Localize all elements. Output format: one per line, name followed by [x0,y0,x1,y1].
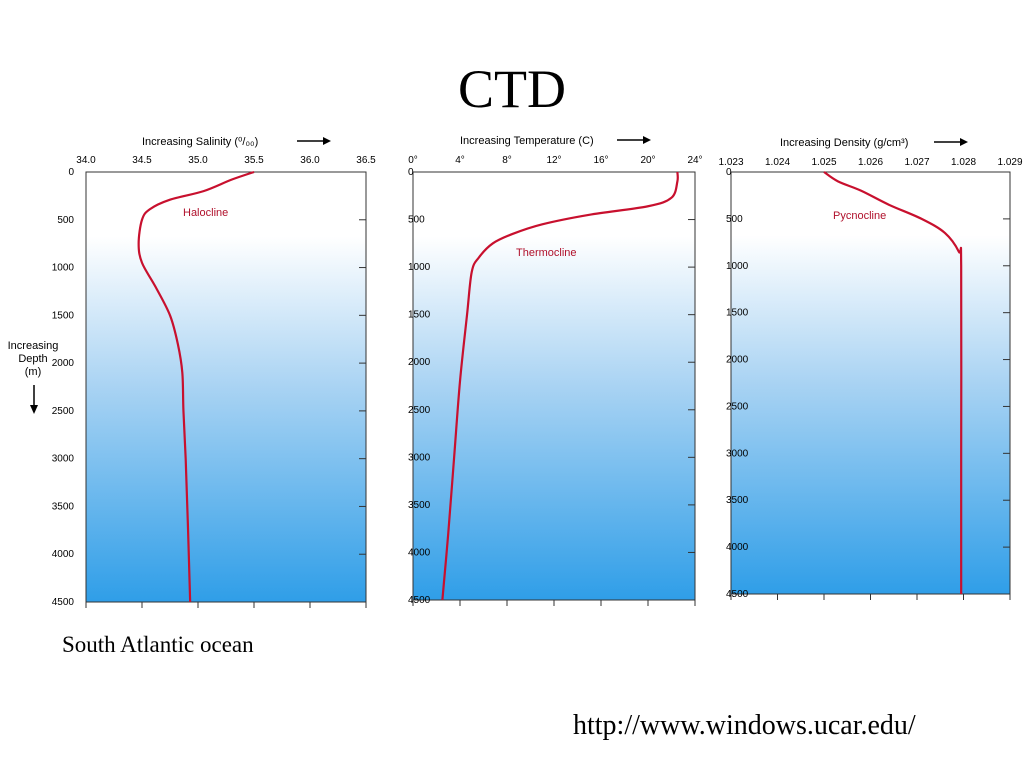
depth-arrow-icon [30,405,38,414]
x-tick-label: 1.027 [904,157,929,168]
x-tick-label: 1.029 [997,157,1022,168]
profile-curve-3 [823,171,963,594]
cline-label-1: Halocline [183,207,228,219]
y-tick-label: 4000 [408,547,431,558]
y-tick-label: 3500 [408,500,431,511]
x-tick-label: 1.025 [811,157,836,168]
y-tick-label: 0 [408,167,414,178]
source-url-link[interactable]: http://www.windows.ucar.edu/ [573,710,916,741]
y-tick-label: 4000 [52,549,75,560]
depth-label-line-3: (m) [25,366,42,378]
y-tick-label: 2500 [408,405,431,416]
y-tick-label: 1000 [52,263,75,274]
slide-title: CTD [458,59,566,119]
y-tick-label: 500 [57,215,74,226]
y-tick-label: 500 [408,215,425,226]
x-tick-label: 0° [408,155,418,166]
x-tick-label: 35.5 [244,155,264,166]
profile-curve-1 [137,170,255,603]
y-tick-label: 3000 [408,452,431,463]
depth-label-line-2: Depth [18,353,47,365]
y-tick-label: 2000 [726,355,749,366]
x-tick-label: 20° [640,155,655,166]
y-tick-label: 2500 [726,401,749,412]
x-tick-label: 12° [546,155,561,166]
x-axis-title-2: Increasing Temperature (C) [460,135,594,147]
arrow-right-icon [643,136,651,144]
y-tick-label: 1500 [408,310,431,321]
y-tick-label: 500 [726,214,743,225]
x-tick-label: 4° [455,155,465,166]
y-tick-label: 3000 [52,454,75,465]
y-tick-label: 0 [68,167,74,178]
x-tick-label: 1.026 [858,157,883,168]
arrow-right-icon [960,138,968,146]
y-tick-label: 0 [726,167,732,178]
y-tick-label: 3000 [726,448,749,459]
x-tick-label: 35.0 [188,155,208,166]
plot-area-2 [412,171,696,601]
x-tick-label: 8° [502,155,512,166]
x-tick-label: 16° [593,155,608,166]
plot-area-3 [730,171,1011,595]
cline-label-2: Thermocline [516,247,577,259]
x-tick-label: 24° [687,155,702,166]
x-tick-label: 36.0 [300,155,320,166]
y-tick-label: 4500 [726,589,749,600]
x-tick-label: 1.028 [951,157,976,168]
x-tick-label: 36.5 [356,155,376,166]
profile-chart-1: Increasing Salinity (⁰/₀₀) 34.0 34.5 35.0 35… [52,136,376,608]
arrow-right-icon [323,137,331,145]
y-tick-label: 3500 [726,495,749,506]
y-tick-label: 2000 [52,358,75,369]
y-tick-label: 1500 [726,308,749,319]
x-tick-label: 1.024 [765,157,790,168]
x-tick-label: 1.023 [718,157,743,168]
y-tick-label: 2000 [408,357,431,368]
profile-curve-2 [441,171,679,601]
y-tick-label: 4500 [52,597,75,608]
depth-axis-label: Increasing Depth (m) [8,340,59,414]
y-tick-label: 1500 [52,310,75,321]
profile-chart-3: Increasing Density (g/cm³) 1.023 1.024 1.02… [718,137,1023,600]
y-tick-label: 4500 [408,595,431,606]
x-tick-label: 34.5 [132,155,152,166]
y-tick-label: 1000 [408,262,431,273]
x-tick-label: 34.0 [76,155,96,166]
y-tick-label: 2500 [52,406,75,417]
y-tick-label: 3500 [52,501,75,512]
cline-label-3: Pycnocline [833,210,886,222]
y-tick-label: 1000 [726,261,749,272]
x-axis-title-3: Increasing Density (g/cm³) [780,137,908,149]
x-axis-title-1: Increasing Salinity (⁰/₀₀) [142,136,258,148]
y-tick-label: 4000 [726,542,749,553]
depth-label-line-1: Increasing [8,340,59,352]
profile-chart-2: Increasing Temperature (C) 0° 4° 8° 12° 16° 20… [408,135,703,606]
caption: South Atlantic ocean [62,632,254,657]
plot-area-1 [85,171,367,603]
